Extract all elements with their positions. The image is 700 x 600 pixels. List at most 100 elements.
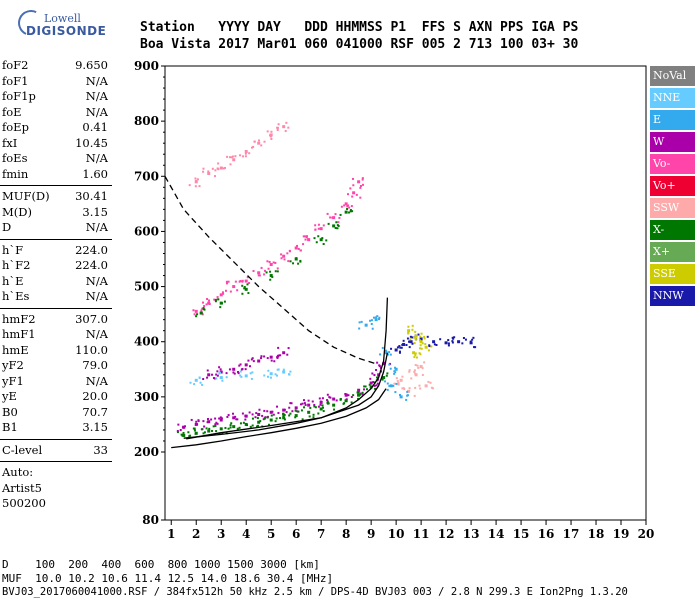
data-point bbox=[388, 363, 391, 366]
divider bbox=[0, 438, 112, 440]
data-point bbox=[379, 353, 382, 356]
data-point bbox=[275, 417, 278, 420]
data-point bbox=[211, 167, 214, 170]
data-point bbox=[304, 404, 307, 407]
data-point bbox=[294, 409, 297, 412]
data-point bbox=[329, 396, 332, 399]
data-point bbox=[232, 371, 235, 374]
param-group-3: h`F 224.0 h`F2 224.0 h`E N/A h`Es N/A bbox=[0, 243, 112, 305]
param-name: h`F2 bbox=[2, 258, 31, 272]
data-point bbox=[269, 134, 272, 137]
data-point bbox=[248, 365, 251, 368]
data-point bbox=[355, 193, 358, 196]
data-point bbox=[346, 205, 349, 208]
data-point bbox=[408, 369, 411, 372]
data-point bbox=[225, 280, 228, 283]
data-point bbox=[363, 388, 366, 391]
data-point bbox=[421, 367, 424, 370]
data-point bbox=[232, 367, 236, 371]
data-point bbox=[237, 370, 240, 373]
data-point bbox=[400, 346, 403, 349]
data-point bbox=[270, 359, 273, 362]
data-point bbox=[224, 426, 227, 429]
data-point bbox=[201, 307, 204, 310]
data-point bbox=[314, 228, 317, 231]
data-point bbox=[262, 418, 265, 421]
param-name: foF1 bbox=[2, 73, 29, 88]
data-point bbox=[276, 270, 279, 273]
data-point bbox=[241, 367, 244, 370]
data-point bbox=[220, 166, 223, 169]
data-point bbox=[228, 368, 231, 371]
data-point bbox=[276, 129, 279, 132]
data-point bbox=[428, 345, 431, 348]
data-point bbox=[287, 126, 290, 129]
data-point bbox=[471, 338, 474, 341]
data-point bbox=[255, 412, 258, 415]
data-point bbox=[260, 355, 263, 358]
data-point bbox=[372, 380, 375, 383]
data-point bbox=[378, 316, 381, 319]
data-point bbox=[419, 353, 422, 356]
data-point bbox=[219, 416, 222, 419]
data-point bbox=[419, 347, 422, 350]
data-point bbox=[399, 378, 403, 382]
data-point bbox=[280, 257, 283, 260]
data-point bbox=[424, 343, 427, 346]
data-point bbox=[389, 353, 392, 356]
data-point bbox=[244, 368, 247, 371]
data-point bbox=[328, 396, 331, 399]
data-point bbox=[239, 422, 242, 425]
data-point bbox=[223, 166, 226, 169]
param-value: 79.0 bbox=[82, 358, 108, 372]
data-point bbox=[339, 213, 342, 216]
data-point bbox=[292, 262, 295, 265]
data-point bbox=[240, 375, 243, 378]
x-tick-label: 5 bbox=[267, 527, 275, 541]
data-point bbox=[402, 339, 405, 342]
data-point bbox=[206, 298, 209, 301]
data-point bbox=[303, 406, 306, 409]
param-name: foF2 bbox=[2, 58, 29, 72]
data-point bbox=[337, 221, 340, 224]
data-point bbox=[177, 423, 180, 426]
param-value: N/A bbox=[85, 327, 108, 341]
data-point bbox=[261, 414, 264, 417]
data-point bbox=[334, 227, 337, 230]
data-point bbox=[219, 370, 223, 374]
data-point bbox=[319, 403, 322, 406]
data-point bbox=[336, 224, 339, 227]
footer-muf: MUF 10.0 10.2 10.6 11.4 12.5 14.0 18.6 3… bbox=[2, 572, 334, 585]
data-point bbox=[313, 403, 316, 406]
x-tick-label: 10 bbox=[388, 527, 405, 541]
data-point bbox=[241, 412, 244, 415]
x-tick-label: 14 bbox=[488, 527, 505, 541]
data-point bbox=[279, 417, 282, 420]
data-point bbox=[398, 345, 401, 348]
y-tick-label: 500 bbox=[134, 280, 159, 294]
x-tick-label: 1 bbox=[167, 527, 175, 541]
data-point bbox=[303, 402, 306, 405]
data-point bbox=[219, 427, 223, 431]
param-row: B0 70.7 bbox=[0, 405, 112, 421]
data-point bbox=[260, 266, 263, 269]
footer-file: BVJ03_2017060041000.RSF / 384fx512h 50 k… bbox=[2, 586, 628, 598]
auto-line: Auto: bbox=[2, 465, 34, 479]
data-point bbox=[269, 270, 272, 273]
param-name: h`E bbox=[2, 273, 24, 288]
auto-line: 500200 bbox=[2, 496, 46, 510]
data-point bbox=[319, 400, 322, 403]
data-point bbox=[243, 287, 246, 290]
data-point bbox=[222, 292, 225, 295]
data-point bbox=[451, 341, 454, 344]
param-group-1: foF2 9.650 foF1 N/A foF1p N/A foE N/A foEp 0.41 fx… bbox=[0, 58, 112, 182]
data-point bbox=[263, 409, 266, 412]
data-point bbox=[219, 306, 222, 309]
data-point bbox=[309, 406, 312, 409]
data-point bbox=[376, 361, 379, 364]
data-point bbox=[238, 364, 241, 367]
data-point bbox=[399, 346, 402, 349]
data-point bbox=[263, 417, 266, 420]
data-point bbox=[214, 377, 217, 380]
data-point bbox=[268, 261, 271, 264]
